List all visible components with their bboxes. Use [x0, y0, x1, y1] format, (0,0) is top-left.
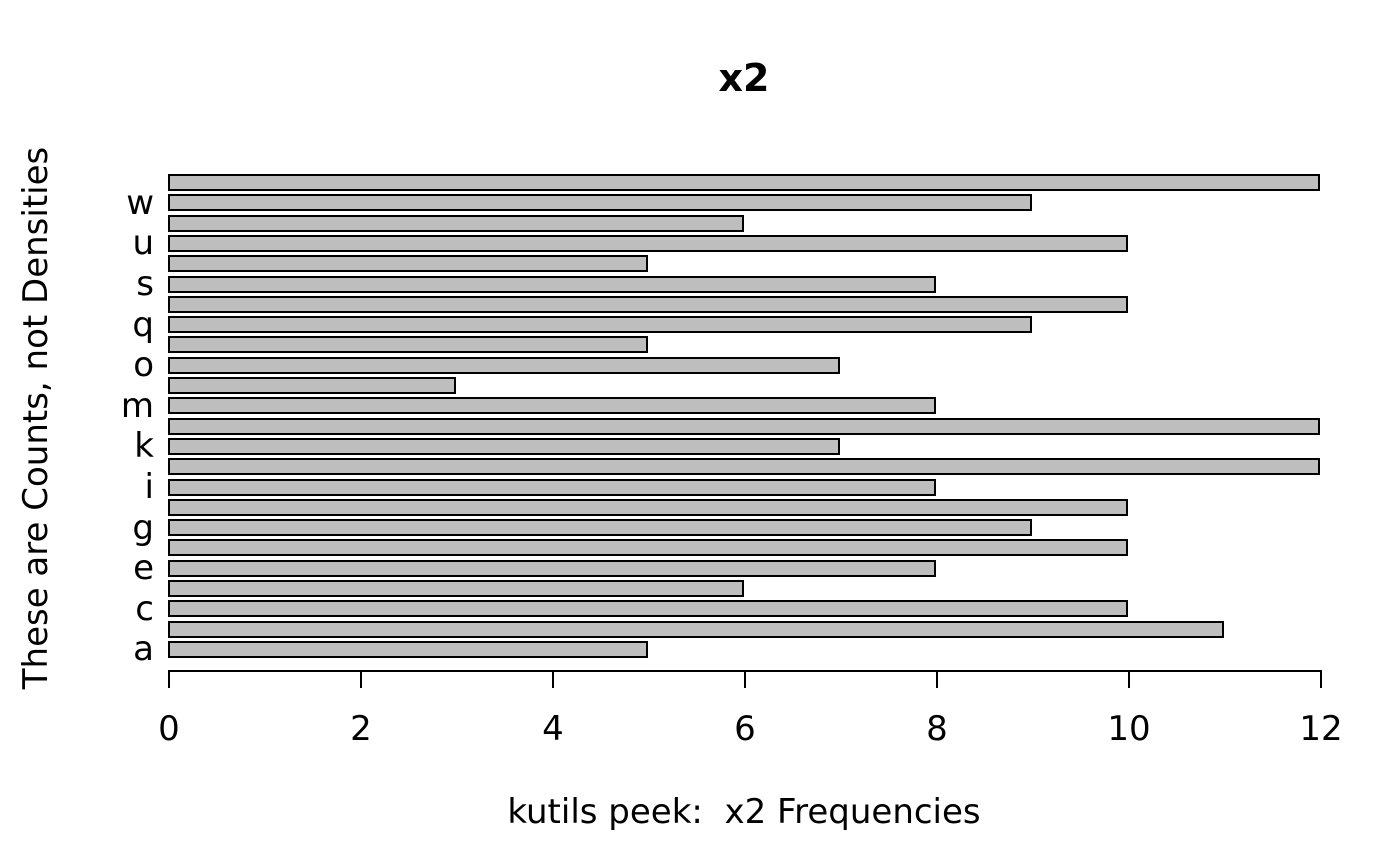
bar-f	[168, 539, 1128, 557]
y-tick-label-g: g	[132, 507, 154, 548]
bar-s	[168, 275, 936, 293]
x-tick-6	[744, 670, 746, 688]
x-tick-10	[1128, 670, 1130, 688]
bar-m	[168, 397, 936, 415]
x-tick-label-0: 0	[158, 709, 180, 749]
y-tick-label-i: i	[144, 467, 154, 507]
y-tick-label-s: s	[136, 264, 154, 304]
bar-w	[168, 194, 1032, 212]
bar-t	[168, 255, 648, 273]
bar-p	[168, 336, 648, 354]
y-tick-label-u: u	[132, 223, 154, 264]
bar-x	[168, 174, 1320, 191]
y-tick-label-o: o	[133, 345, 154, 386]
y-tick-label-m: m	[120, 385, 154, 426]
x-tick-label-2: 2	[350, 709, 372, 749]
x-axis-title: kutils peek: x2 Frequencies	[507, 792, 981, 832]
bar-i	[168, 478, 936, 496]
x-tick-0	[168, 670, 170, 688]
x-tick-8	[936, 670, 938, 688]
y-tick-label-q: q	[132, 304, 154, 345]
bar-h	[168, 498, 1128, 516]
bar-v	[168, 214, 744, 232]
x-tick-12	[1320, 670, 1322, 688]
x-tick-2	[360, 670, 362, 688]
x-tick-label-12: 12	[1299, 709, 1343, 749]
bar-g	[168, 519, 1032, 537]
bar-e	[168, 559, 936, 577]
x-tick-label-4: 4	[542, 709, 564, 749]
bar-a	[168, 640, 648, 658]
y-tick-label-w: w	[126, 182, 154, 223]
bar-b	[168, 620, 1224, 638]
bar-d	[168, 580, 744, 597]
bar-l	[168, 417, 1320, 435]
chart-title: x2	[718, 56, 770, 100]
bar-q	[168, 316, 1032, 334]
bar-r	[168, 295, 1128, 313]
x-tick-label-8: 8	[926, 709, 948, 749]
y-tick-label-c: c	[135, 588, 154, 629]
bar-j	[168, 458, 1320, 476]
x-tick-4	[552, 670, 554, 688]
bar-n	[168, 377, 456, 394]
x-tick-label-6: 6	[734, 709, 756, 749]
bar-c	[168, 600, 1128, 618]
bar-k	[168, 437, 840, 455]
bar-o	[168, 356, 840, 374]
bar-u	[168, 234, 1128, 252]
y-tick-label-a: a	[133, 629, 154, 670]
y-tick-label-k: k	[134, 426, 154, 467]
x-tick-label-10: 10	[1107, 709, 1151, 749]
y-tick-label-e: e	[133, 548, 154, 589]
